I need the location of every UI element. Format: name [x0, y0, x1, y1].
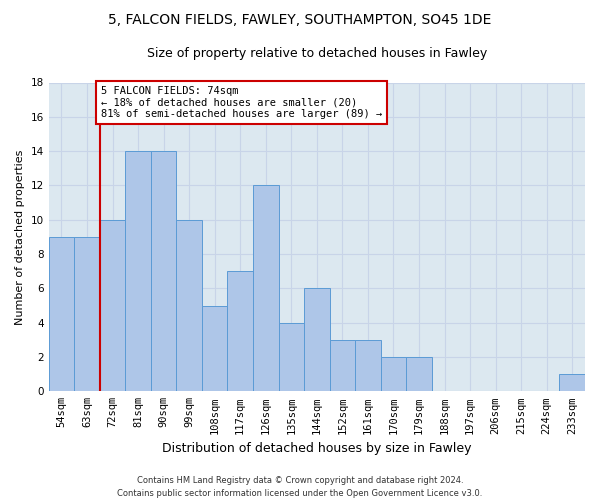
Text: 5 FALCON FIELDS: 74sqm
← 18% of detached houses are smaller (20)
81% of semi-det: 5 FALCON FIELDS: 74sqm ← 18% of detached…	[101, 86, 382, 119]
Bar	[278, 322, 304, 392]
Bar	[380, 357, 406, 392]
Bar	[100, 220, 125, 392]
Title: Size of property relative to detached houses in Fawley: Size of property relative to detached ho…	[147, 48, 487, 60]
Bar	[329, 340, 355, 392]
Bar	[176, 220, 202, 392]
Bar	[304, 288, 329, 392]
Text: 5, FALCON FIELDS, FAWLEY, SOUTHAMPTON, SO45 1DE: 5, FALCON FIELDS, FAWLEY, SOUTHAMPTON, S…	[109, 12, 491, 26]
Bar	[227, 271, 253, 392]
Bar	[49, 237, 74, 392]
Bar	[253, 186, 278, 392]
Bar	[74, 237, 100, 392]
Y-axis label: Number of detached properties: Number of detached properties	[15, 149, 25, 324]
Bar	[151, 151, 176, 392]
X-axis label: Distribution of detached houses by size in Fawley: Distribution of detached houses by size …	[162, 442, 472, 455]
Bar	[559, 374, 585, 392]
Bar	[125, 151, 151, 392]
Bar	[355, 340, 380, 392]
Bar	[202, 306, 227, 392]
Text: Contains HM Land Registry data © Crown copyright and database right 2024.
Contai: Contains HM Land Registry data © Crown c…	[118, 476, 482, 498]
Bar	[406, 357, 432, 392]
